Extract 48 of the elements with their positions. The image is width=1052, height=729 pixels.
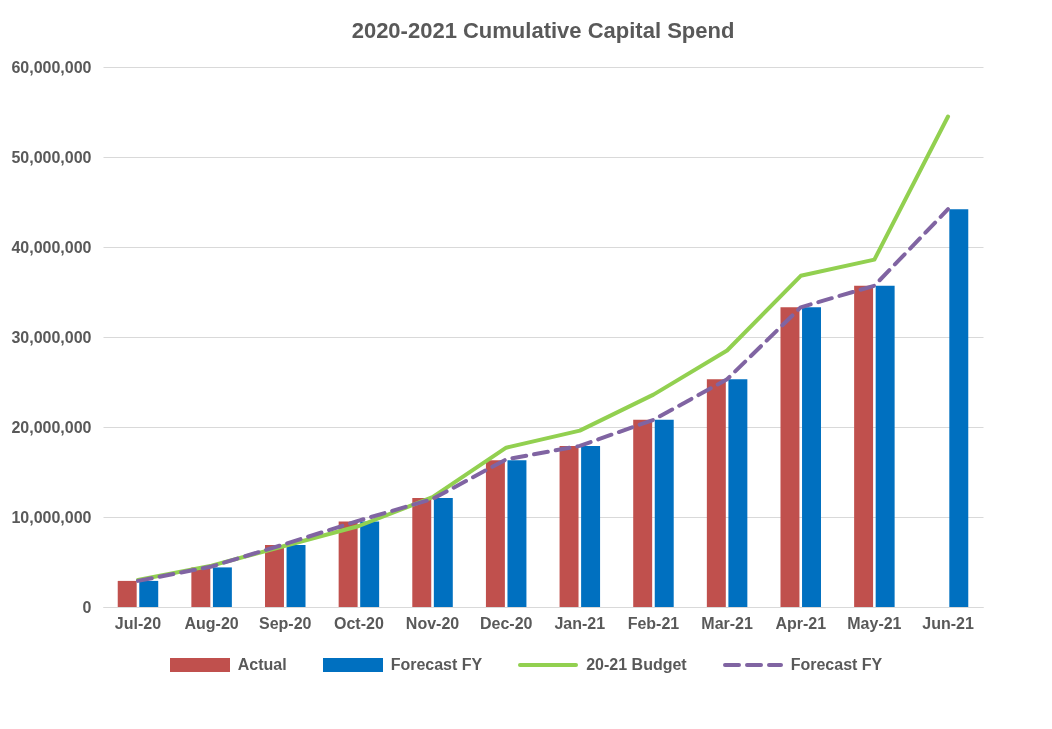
y-tick-label: 30,000,000 [11, 328, 92, 346]
legend-label: 20-21 Budget [586, 656, 687, 674]
bar [485, 460, 505, 607]
x-tick-label: Sep-20 [259, 614, 312, 632]
bar [265, 544, 284, 607]
y-tick-label: 20,000,000 [11, 418, 92, 436]
x-tick-label: Nov-20 [405, 614, 460, 632]
bar [139, 580, 159, 607]
bar [802, 307, 821, 607]
legend-label: Forecast FY [390, 656, 483, 674]
bar [706, 379, 726, 607]
bar [507, 460, 527, 607]
bar [117, 580, 137, 607]
y-tick-label: 60,000,000 [11, 58, 92, 76]
x-tick-label: Jan-21 [554, 614, 606, 632]
bar [854, 285, 874, 607]
line-series [135, 207, 951, 583]
x-tick-label: Oct-20 [334, 614, 384, 632]
x-tick-label: Jul-20 [114, 614, 162, 632]
bar [728, 379, 748, 607]
y-tick-label: 50,000,000 [11, 148, 92, 166]
bar [338, 521, 358, 607]
bar [949, 209, 969, 607]
bar [286, 544, 306, 607]
bar [581, 445, 601, 607]
bar [875, 285, 895, 607]
y-tick-label: 0 [82, 598, 92, 616]
bar [633, 419, 653, 607]
bar [212, 567, 232, 607]
bar [559, 445, 579, 607]
x-tick-label: May-21 [847, 614, 902, 632]
bar [780, 307, 800, 607]
bar [433, 498, 453, 607]
x-tick-label: Apr-21 [775, 614, 827, 632]
y-tick-label: 10,000,000 [11, 508, 92, 526]
x-tick-label: Mar-21 [701, 614, 753, 632]
legend-label: Forecast FY [790, 656, 883, 674]
x-tick-label: Feb-21 [627, 614, 680, 632]
y-tick-label: 40,000,000 [11, 238, 92, 256]
x-tick-label: Dec-20 [479, 614, 533, 632]
bar [360, 521, 380, 607]
bar [412, 498, 432, 607]
chart-title: 2020-2021 Cumulative Capital Spend [351, 18, 735, 43]
x-tick-label: Jun-21 [922, 614, 974, 632]
x-tick-label: Aug-20 [184, 614, 239, 632]
legend-label: Actual [237, 656, 287, 674]
bar [191, 567, 211, 607]
bar [654, 419, 674, 607]
